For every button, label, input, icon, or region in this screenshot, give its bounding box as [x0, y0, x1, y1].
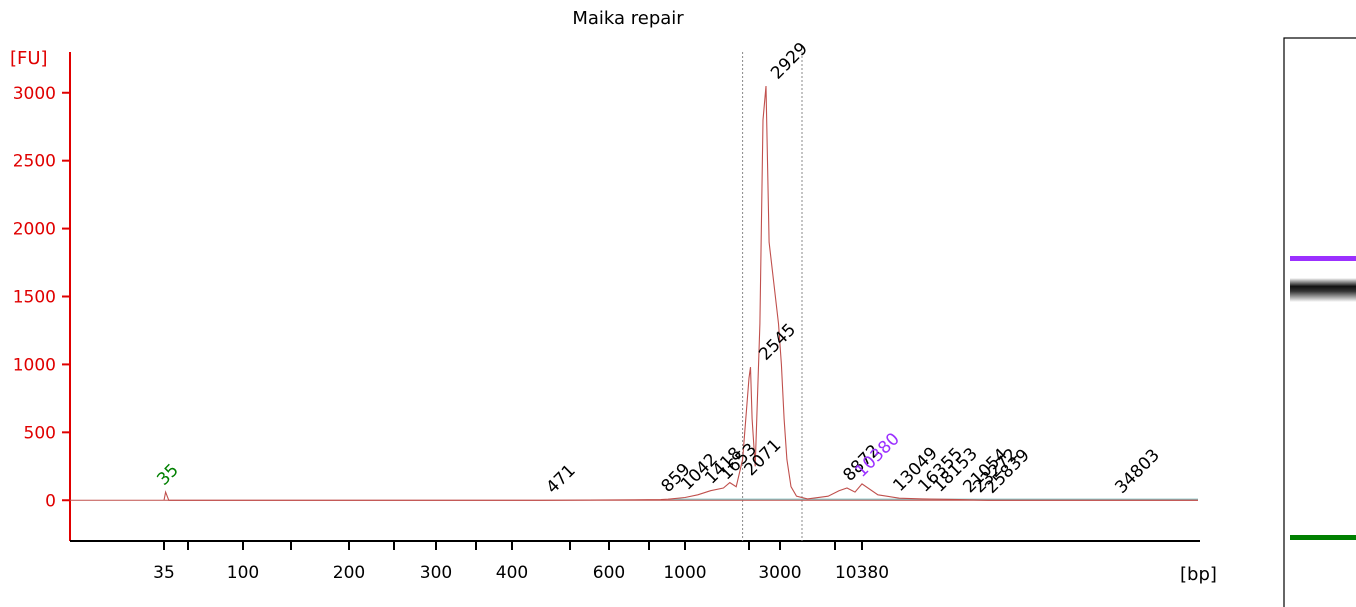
y-tick-label: 2500 — [13, 152, 56, 172]
peak-label: 34803 — [1111, 445, 1163, 497]
x-tick-label: 35 — [153, 563, 175, 583]
y-tick-label: 2000 — [13, 220, 56, 240]
chart-title: Maika repair — [572, 8, 684, 29]
x-tick-label: 400 — [496, 563, 528, 583]
x-tick-label: 10380 — [835, 563, 889, 583]
plot-area: 0 500 1000 1500 2000 2500 3000 35 100 200 300 400 60… — [13, 39, 1200, 583]
x-tick-label: 1000 — [663, 563, 706, 583]
x-tick-label: 100 — [227, 563, 259, 583]
y-tick-label: 500 — [24, 423, 56, 443]
y-tick-label: 0 — [45, 491, 56, 511]
peak-label: 471 — [543, 461, 580, 498]
y-axis-label: [FU] — [10, 48, 48, 69]
x-tick-label: 300 — [420, 563, 452, 583]
gel-upper-marker-band — [1290, 256, 1356, 261]
x-tick-label: 3000 — [758, 563, 801, 583]
y-tick-label: 1000 — [13, 355, 56, 375]
gel-lower-marker-band — [1290, 535, 1356, 540]
x-tick-label: 600 — [593, 563, 625, 583]
peak-label: 35 — [153, 460, 182, 489]
y-tick-label: 3000 — [13, 84, 56, 104]
x-axis-label: [bp] — [1180, 564, 1217, 585]
x-tick-label: 200 — [333, 563, 365, 583]
gel-sample-band — [1290, 278, 1356, 302]
y-tick-label: 1500 — [13, 288, 56, 308]
gel-lane-frame — [1283, 37, 1356, 607]
peak-label: 2545 — [755, 320, 800, 365]
gel-lane-image — [1283, 37, 1356, 607]
trace-line — [163, 85, 1198, 501]
peak-label: 2929 — [767, 39, 812, 84]
